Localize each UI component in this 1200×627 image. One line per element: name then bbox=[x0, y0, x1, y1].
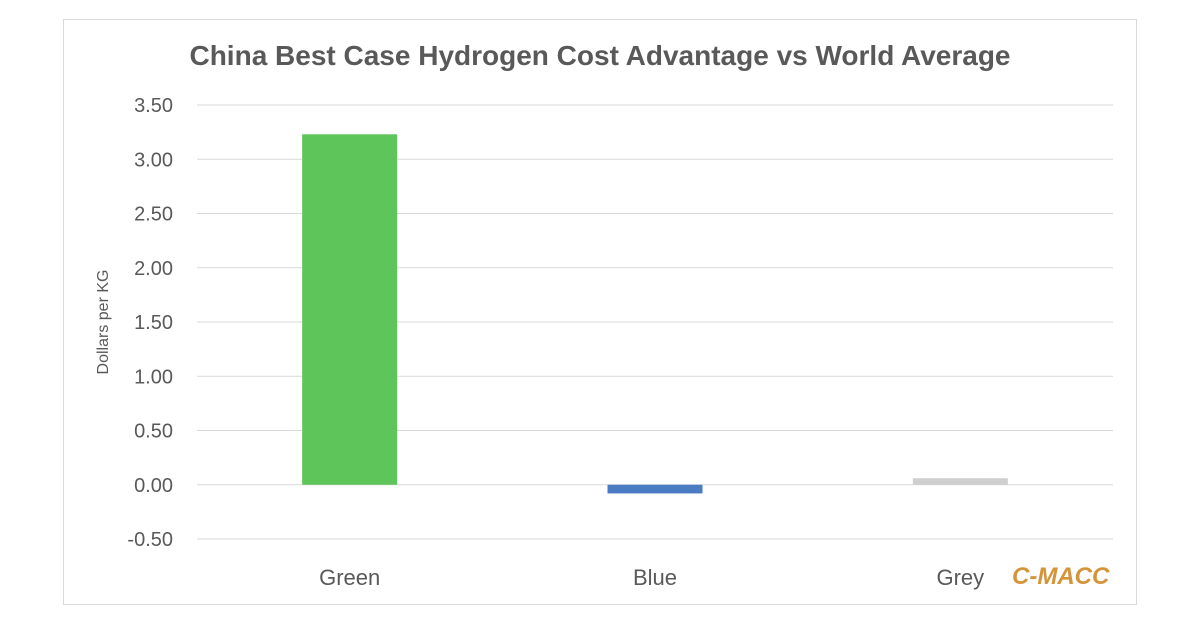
y-tick-label: -0.50 bbox=[127, 529, 173, 551]
c-macc-watermark: C-MACC bbox=[1012, 563, 1110, 590]
y-tick-label: 2.00 bbox=[134, 258, 173, 280]
chart-title: China Best Case Hydrogen Cost Advantage … bbox=[189, 40, 1011, 71]
y-tick-label: 0.00 bbox=[134, 475, 173, 497]
chart-frame bbox=[63, 19, 1137, 605]
bar-blue bbox=[607, 484, 703, 494]
x-tick-label: Green bbox=[319, 565, 380, 590]
y-tick-label: 1.00 bbox=[134, 366, 173, 388]
y-tick-label: 2.50 bbox=[134, 204, 173, 226]
x-tick-label: Blue bbox=[633, 565, 677, 590]
bar-grey bbox=[912, 478, 1008, 485]
x-tick-label: Grey bbox=[936, 565, 984, 590]
y-tick-label: 1.50 bbox=[134, 312, 173, 334]
y-tick-label: 0.50 bbox=[134, 421, 173, 443]
y-axis-label: Dollars per KG bbox=[95, 270, 112, 375]
y-tick-label: 3.50 bbox=[134, 95, 173, 117]
y-tick-label: 3.00 bbox=[134, 149, 173, 171]
bar-green bbox=[302, 134, 398, 485]
